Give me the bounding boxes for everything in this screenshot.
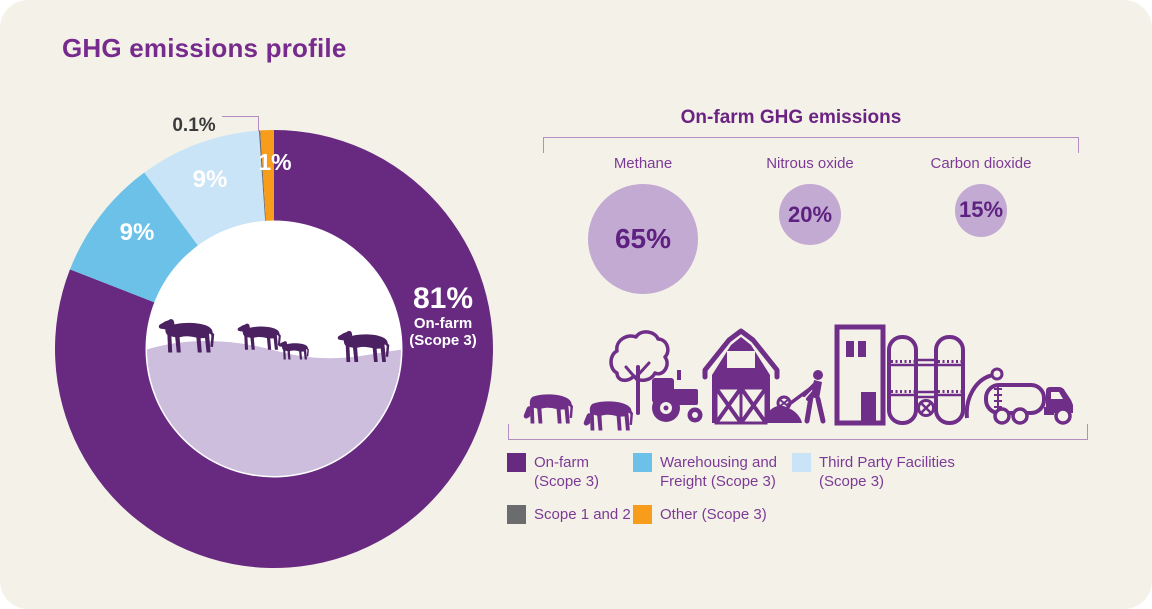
legend-label: Scope 1 and 2	[534, 506, 631, 523]
legend-item-on-farm: On-farm (Scope 3)	[507, 453, 626, 491]
segment-label-other: 1%	[258, 149, 292, 175]
farm-illustration	[523, 324, 1073, 431]
farmer-icon	[763, 370, 826, 424]
legend-swatch-warehousing	[633, 453, 652, 472]
legend-swatch-other	[633, 505, 652, 524]
legend-label: Third Party Facilities (Scope 3)	[819, 454, 955, 490]
legend-item-warehousing: Warehousing and Freight (Scope 3)	[633, 453, 802, 491]
bubble-value-methane: 65%	[614, 223, 672, 254]
tractor-icon	[652, 370, 703, 423]
segment-label-scope1and2: 0.1%	[172, 115, 216, 136]
legend-label: On-farm (Scope 3)	[534, 454, 600, 490]
silo-building-icon	[834, 324, 886, 426]
bubble-methane: 65%	[588, 184, 698, 294]
onfarm-emissions-heading: On-farm GHG emissions	[680, 107, 902, 128]
legend-swatch-on-farm	[507, 453, 526, 472]
segment-label-warehousing: 9%	[119, 219, 155, 246]
legend-swatch-third-party	[792, 453, 811, 472]
grazing-cow-icon	[523, 394, 573, 424]
bubble-label-nitrous-oxide: Nitrous oxide	[766, 155, 854, 172]
donut-center-label: 81% On-farm (Scope 3)	[394, 282, 492, 350]
onfarm-label-line1: On-farm	[413, 315, 473, 332]
legend-item-other: Other (Scope 3)	[633, 505, 767, 524]
bubble-label-carbon-dioxide: Carbon dioxide	[930, 155, 1032, 172]
onfarm-percent: 81%	[412, 282, 474, 315]
legend-item-scope-1-and-2: Scope 1 and 2	[507, 505, 631, 524]
barn-icon	[702, 328, 780, 425]
onfarm-label-line2: (Scope 3)	[409, 332, 477, 349]
donut-ring	[54, 130, 493, 568]
bubble-label-methane: Methane	[613, 155, 673, 172]
bubble-nitrous-oxide: 20%	[779, 184, 841, 246]
donut-chart: 9% 9% 1% 0.1% 81% On-farm (Scope 3)	[0, 0, 560, 609]
pasture-illustration	[147, 319, 401, 476]
donut-segment-3	[258, 130, 266, 222]
donut-svg	[54, 130, 493, 568]
pasture-hill	[147, 341, 401, 476]
donut-segment-0	[54, 130, 493, 568]
legend-swatch-scope-1-and-2	[507, 505, 526, 524]
tree-icon	[609, 330, 670, 415]
donut-segment-1	[69, 172, 199, 303]
donut-segment-4	[260, 130, 274, 222]
bubble-value-carbon-dioxide: 15%	[958, 197, 1004, 223]
legend-label: Other (Scope 3)	[660, 506, 767, 523]
page-title: GHG emissions profile	[62, 33, 347, 63]
donut-segment-2	[144, 130, 266, 246]
bottom-bracket	[508, 424, 1088, 440]
tanker-truck-icon	[964, 367, 1073, 425]
legend-item-third-party: Third Party Facilities (Scope 3)	[792, 453, 984, 491]
bubble-carbon-dioxide: 15%	[954, 184, 1008, 237]
bubble-value-nitrous-oxide: 20%	[787, 201, 833, 227]
legend-label: Warehousing and Freight (Scope 3)	[660, 454, 778, 490]
top-bracket	[543, 137, 1079, 153]
storage-tanks-icon	[887, 335, 965, 425]
segment-label-third-party: 9%	[192, 166, 228, 193]
scope1and2-callout-line	[222, 116, 259, 131]
